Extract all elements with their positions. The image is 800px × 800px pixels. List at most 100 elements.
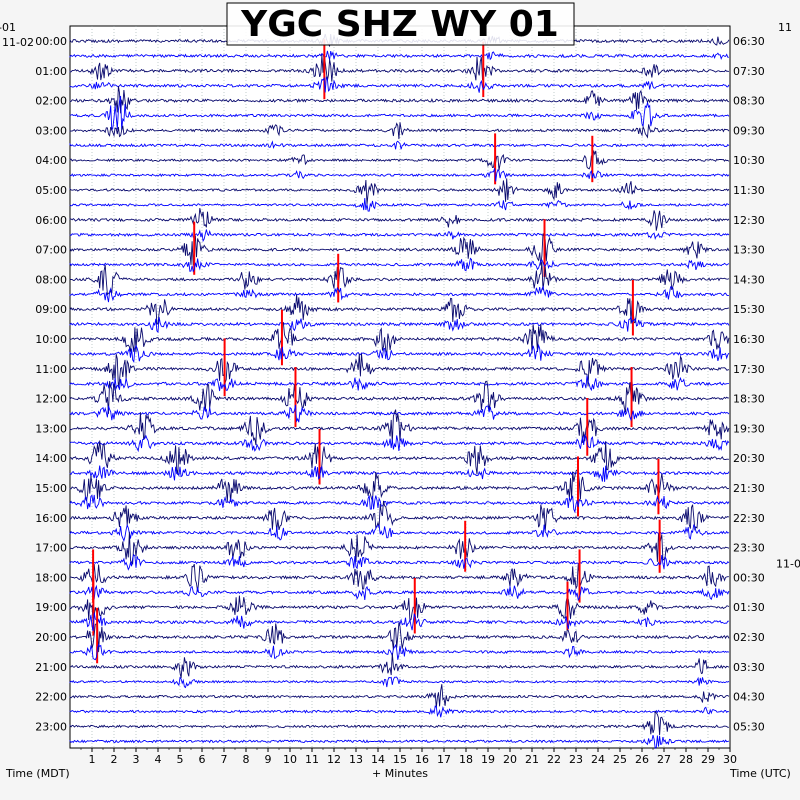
trace-row <box>69 440 729 475</box>
left-hour-label: 03:00 <box>35 124 67 137</box>
trace-row <box>69 553 730 571</box>
x-tick-label: 12 <box>327 753 341 766</box>
x-tick-label: 20 <box>503 753 517 766</box>
right-hour-label: 19:30 <box>733 422 765 435</box>
seismic-traces <box>69 33 730 750</box>
right-hour-label: 18:30 <box>733 393 765 406</box>
x-tick-label: 30 <box>723 753 737 766</box>
x-tick-label: 21 <box>525 753 539 766</box>
x-tick-label: 5 <box>177 753 184 766</box>
right-hour-label: 00:30 <box>733 571 765 584</box>
trace-row <box>69 643 730 661</box>
x-tick-label: 18 <box>459 753 473 766</box>
left-hour-label: 10:00 <box>35 333 67 346</box>
chart-title: YGC SHZ WY 01 <box>240 4 559 45</box>
x-tick-label: 29 <box>701 753 715 766</box>
left-hour-label: 20:00 <box>35 631 67 644</box>
trace-row <box>69 409 730 446</box>
right-hour-label: 14:30 <box>733 273 765 286</box>
trace-row <box>69 122 730 140</box>
x-tick-label: 17 <box>437 753 451 766</box>
right-hour-label: 08:30 <box>733 95 765 108</box>
x-axis-label: + Minutes <box>372 767 428 780</box>
x-tick-label: 28 <box>679 753 693 766</box>
x-tick-label: 3 <box>133 753 140 766</box>
left-hour-label: 15:00 <box>35 482 67 495</box>
trace-row <box>69 612 729 632</box>
x-tick-label: 13 <box>349 753 363 766</box>
right-hour-label: 16:30 <box>733 333 765 346</box>
right-date-top: 11 <box>778 21 792 34</box>
x-tick-label: 26 <box>635 753 649 766</box>
trace-row <box>69 178 730 205</box>
left-hour-label: 07:00 <box>35 244 67 257</box>
left-hour-label: 21:00 <box>35 661 67 674</box>
x-tick-label: 1 <box>89 753 96 766</box>
right-hour-label: 02:30 <box>733 631 765 644</box>
right-hour-label: 09:30 <box>733 124 765 137</box>
right-hour-label: 11:30 <box>733 184 765 197</box>
trace-row <box>69 710 729 736</box>
trace-row <box>69 50 729 61</box>
x-tick-label: 10 <box>283 753 297 766</box>
trace-row <box>69 676 730 689</box>
right-hour-label: 13:30 <box>733 244 765 257</box>
right-hour-label: 21:30 <box>733 482 765 495</box>
left-hour-label: 04:00 <box>35 154 67 167</box>
trace-row <box>69 734 730 750</box>
left-hour-label: 00:00 <box>35 35 67 48</box>
trace-row <box>69 465 730 482</box>
left-hour-label: 14:00 <box>35 452 67 465</box>
trace-row <box>69 208 730 231</box>
left-hour-label: 08:00 <box>35 273 67 286</box>
right-hour-label: 06:30 <box>733 35 765 48</box>
x-tick-label: 23 <box>569 753 583 766</box>
right-hour-label: 17:30 <box>733 363 765 376</box>
left-hour-label: 02:00 <box>35 95 67 108</box>
right-hour-label: 20:30 <box>733 452 765 465</box>
left-hour-label: 22:00 <box>35 691 67 704</box>
left-hour-label: 16:00 <box>35 512 67 525</box>
x-tick-label: 25 <box>613 753 627 766</box>
left-hour-label: 05:00 <box>35 184 67 197</box>
x-tick-label: 15 <box>393 753 407 766</box>
left-hour-label: 23:00 <box>35 720 67 733</box>
left-hour-label: 11:00 <box>35 363 67 376</box>
right-hour-label: 15:30 <box>733 303 765 316</box>
trace-row <box>70 653 730 679</box>
trace-row <box>69 150 730 171</box>
left-hour-label: 19:00 <box>35 601 67 614</box>
left-axis-label: Time (MDT) <box>5 767 70 780</box>
right-hour-label: 22:30 <box>733 512 765 525</box>
trace-row <box>69 76 730 93</box>
left-date-top: 11-01 <box>0 21 16 34</box>
trace-row <box>69 315 730 334</box>
trace-row <box>69 343 730 364</box>
right-axis-label: Time (UTC) <box>729 767 791 780</box>
x-tick-label: 8 <box>243 753 250 766</box>
x-tick-label: 24 <box>591 753 605 766</box>
trace-row <box>69 140 730 150</box>
trace-row <box>69 380 729 414</box>
left-hour-label: 09:00 <box>35 303 67 316</box>
trace-row <box>69 294 729 325</box>
trace-row <box>69 285 729 303</box>
left-hour-label: 18:00 <box>35 571 67 584</box>
x-tick-label: 16 <box>415 753 429 766</box>
trace-row <box>69 523 730 543</box>
x-tick-label: 7 <box>221 753 228 766</box>
trace-row <box>69 375 729 392</box>
right-hour-label: 10:30 <box>733 154 765 167</box>
trace-row <box>69 595 730 623</box>
x-tick-label: 14 <box>371 753 385 766</box>
left-hour-label: 06:00 <box>35 214 67 227</box>
trace-row <box>69 95 730 131</box>
trace-row <box>69 52 730 82</box>
trace-row <box>69 322 730 355</box>
trace-row <box>69 500 730 532</box>
trace-row <box>69 531 730 565</box>
right-hour-label: 04:30 <box>733 691 765 704</box>
trace-row <box>69 684 730 709</box>
left-hour-label: 01:00 <box>35 65 67 78</box>
